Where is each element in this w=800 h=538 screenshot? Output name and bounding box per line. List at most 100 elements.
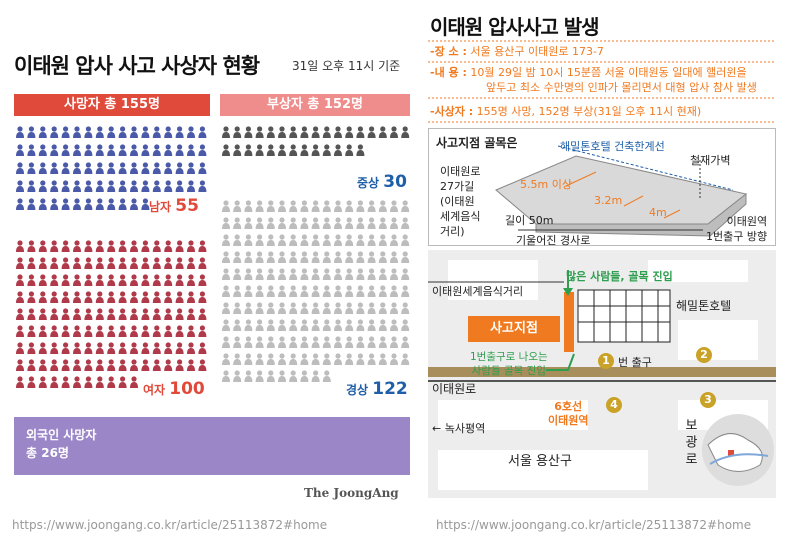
male-person-icon xyxy=(152,126,161,138)
male-person-icon xyxy=(187,180,195,192)
male-person-icon xyxy=(50,180,59,192)
light-injured-icon xyxy=(322,268,331,280)
female-person-icon xyxy=(95,291,104,303)
female-person-icon xyxy=(73,308,81,320)
light-injured-icon xyxy=(278,370,286,382)
serious-number: 30 xyxy=(383,172,407,192)
light-injured-icon xyxy=(334,302,342,314)
female-person-icon xyxy=(50,257,59,269)
female-person-icon xyxy=(130,291,138,303)
light-injured-icon xyxy=(367,285,376,297)
female-person-icon xyxy=(95,359,104,371)
female-person-icon xyxy=(107,274,116,286)
female-person-icon xyxy=(141,240,150,252)
light-injured-icon xyxy=(378,234,387,246)
male-person-icon xyxy=(73,162,81,174)
light-injured-icon xyxy=(255,217,264,229)
female-person-icon xyxy=(130,376,138,388)
female-person-icon xyxy=(107,342,116,354)
light-injured-icon xyxy=(255,302,264,314)
station-name: 이태원역 xyxy=(548,414,589,427)
female-person-icon xyxy=(38,376,47,388)
line-label: 6호선 xyxy=(554,400,583,413)
serious-injured-icon xyxy=(278,126,286,138)
light-injured-icon xyxy=(289,200,298,212)
female-person-icon xyxy=(107,291,116,303)
male-person-icon xyxy=(61,180,70,192)
male-person-icon xyxy=(95,180,104,192)
male-person-icon xyxy=(164,126,173,138)
male-person-icon xyxy=(27,198,36,210)
foreign-line2: 총 26명 xyxy=(26,446,69,460)
light-injured-icon xyxy=(345,251,354,263)
female-person-icon xyxy=(118,325,127,337)
female-person-icon xyxy=(84,291,93,303)
accident-site-label: 사고지점 xyxy=(468,316,560,342)
light-injured-icon xyxy=(334,285,342,297)
female-person-icon xyxy=(95,342,104,354)
female-person-icon xyxy=(187,240,195,252)
female-person-icon xyxy=(95,376,104,388)
light-injured-icon xyxy=(244,370,253,382)
light-injured-icon xyxy=(378,217,387,229)
serious-injured-icon xyxy=(322,126,331,138)
light-injured-icon xyxy=(289,285,298,297)
male-person-icon xyxy=(118,126,127,138)
female-person-icon xyxy=(61,342,70,354)
light-injured-icon xyxy=(367,217,376,229)
light-injured-icon xyxy=(222,251,230,263)
diagram-title: 사고지점 골목은 xyxy=(436,136,518,150)
light-injured-icon xyxy=(390,302,398,314)
female-person-icon xyxy=(38,291,47,303)
light-injured-icon xyxy=(334,353,342,365)
light-injured-icon xyxy=(322,302,331,314)
light-injured-icon xyxy=(378,336,387,348)
serious-injured-icon xyxy=(322,144,331,156)
light-injured-icon xyxy=(401,234,410,246)
light-injured-icon xyxy=(266,302,275,314)
male-person-icon xyxy=(95,198,104,210)
light-injured-icon xyxy=(289,268,298,280)
male-person-icon xyxy=(95,126,104,138)
male-person-icon xyxy=(107,162,116,174)
injured-header: 부상자 총 152명 xyxy=(220,94,410,116)
male-person-icon xyxy=(187,162,195,174)
female-person-icon xyxy=(61,359,70,371)
female-person-icon xyxy=(152,240,161,252)
food-street-label: 이태원세계음식거리 xyxy=(432,285,524,298)
light-injured-icon xyxy=(278,285,286,297)
male-person-icon xyxy=(130,126,138,138)
light-injured-icon xyxy=(401,319,410,331)
light-injured-icon xyxy=(345,268,354,280)
road-line-1: 이태원로 xyxy=(440,165,481,178)
light-injured-icon xyxy=(300,319,309,331)
female-person-icon xyxy=(73,376,81,388)
male-person-icon xyxy=(141,126,150,138)
foreign-dead-box xyxy=(14,417,410,475)
light-injured-icon xyxy=(311,370,320,382)
light-injured-icon xyxy=(255,234,264,246)
station-direction: 이태원역 1번출구 방향 xyxy=(706,214,767,244)
light-injured-icon xyxy=(244,268,253,280)
hotel-label: 해밀톤호텔 xyxy=(676,299,732,313)
info-casualty: -사상자 : 155명 사망, 152명 부상(31일 오후 11시 현재) xyxy=(430,104,701,119)
light-injured-icon xyxy=(390,251,398,263)
light-injured-icon xyxy=(255,268,264,280)
male-person-icon xyxy=(141,180,150,192)
male-person-icon xyxy=(141,162,150,174)
female-person-icon xyxy=(95,257,104,269)
serious-injured-icon xyxy=(345,126,354,138)
light-injured-icon xyxy=(255,336,264,348)
female-person-icon xyxy=(164,257,173,269)
male-person-icon xyxy=(38,180,47,192)
male-person-icon xyxy=(16,198,24,210)
female-person-icon xyxy=(118,257,127,269)
hotel-line-label: 해밀톤호텔 건축한계선 xyxy=(560,140,665,153)
light-injured-icon xyxy=(378,319,387,331)
light-injured-icon xyxy=(266,217,275,229)
light-injured-icon xyxy=(244,353,253,365)
female-person-icon xyxy=(130,240,138,252)
light-injured-icon xyxy=(278,302,286,314)
female-person-icon xyxy=(175,325,184,337)
female-person-icon xyxy=(95,308,104,320)
